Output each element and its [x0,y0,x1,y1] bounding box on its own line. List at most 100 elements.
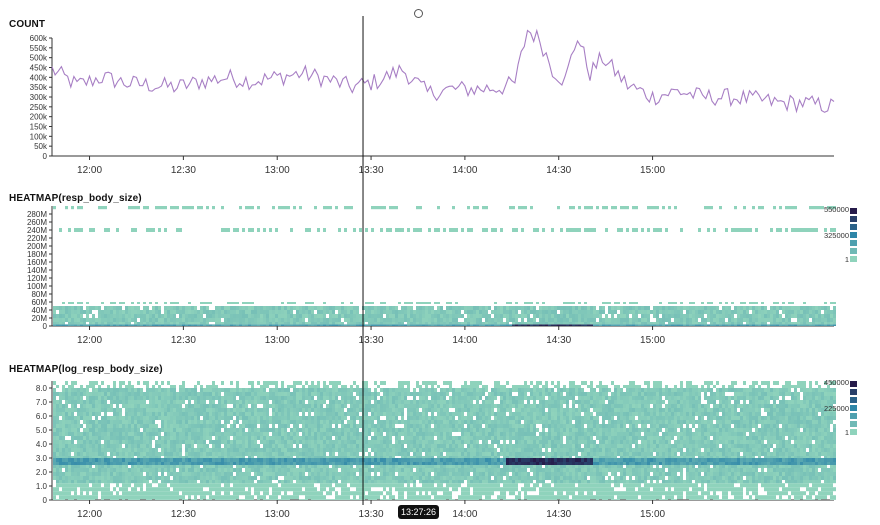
heatmap-cell [269,483,272,488]
heatmap-cell [188,206,191,210]
heatmap-cell [722,499,725,500]
heatmap-cell [599,487,602,492]
heatmap-cell [176,472,179,476]
heatmap-cell [86,392,89,396]
heatmap-cell [260,306,263,310]
heatmap-cell [491,324,494,326]
heatmap-cell [188,404,191,408]
heatmap-cell [785,487,788,492]
heatmap-cell [245,464,248,468]
heatmap-cell [311,324,314,326]
heatmap-cell [812,499,815,500]
heatmap-cell [668,310,671,314]
heatmap-cell [656,318,659,322]
heatmap-cell [62,444,65,448]
heatmap-cell [227,432,230,436]
heatmap-cell [104,436,107,440]
heatmap-cell [551,499,554,500]
heatmap-cell [143,306,146,310]
heatmap-cell [227,396,230,400]
heatmap-cell [59,468,62,472]
heatmap-cell [464,324,467,326]
heatmap-cell [827,314,830,318]
heatmap-cell [296,480,299,484]
heatmap-cell [803,310,806,314]
heatmap-cell [242,432,245,436]
heatmap-cell [269,416,272,420]
heatmap-cell [236,314,239,318]
heatmap-cell [164,480,167,484]
heatmap-cell [209,499,212,500]
heatmap-cell [335,491,338,496]
heatmap-cell [275,392,278,396]
heatmap-cell [251,464,254,468]
heatmap-cell [563,487,566,492]
heatmap-cell [422,487,425,492]
heatmap-cell [323,228,326,232]
heatmap-cell [86,495,89,500]
heatmap-cell [173,432,176,436]
heatmap-cell [578,318,581,322]
heatmap-cell [161,480,164,484]
heatmap-cell [227,480,230,484]
heatmap-cell [188,318,191,322]
heatmap-cell [173,392,176,396]
heatmap-cell [137,432,140,436]
heatmap-cell [761,322,764,325]
heatmap-cell [221,452,224,456]
heatmap-cell [167,392,170,396]
heatmap-cell [491,487,494,492]
heatmap-cell [236,318,239,322]
heatmap-cell [77,388,80,392]
heatmap-cell [56,472,59,476]
heatmap-cell [281,436,284,440]
heatmap-cell [674,306,677,310]
heatmap-cell [830,206,833,210]
heatmap-cell [176,428,179,432]
heatmap-cell [353,499,356,500]
heatmap-cell [146,468,149,472]
heatmap-cell [125,388,128,392]
heatmap-cell [209,302,212,304]
heatmap-cell [560,310,563,314]
heatmap-cell [140,452,143,456]
y-tick-label: 3.0 [36,454,48,463]
heatmap-cell [248,491,251,496]
heatmap-cell [152,408,155,412]
heatmap-cell [629,302,632,304]
heatmap-cell [242,440,245,444]
heatmap-cell [578,495,581,500]
heatmap-cell [815,228,818,232]
heatmap-cell [203,400,206,404]
heatmap-cell [173,322,176,325]
heatmap-cell [209,464,212,468]
heatmap-cell [644,314,647,318]
heatmap-cell [275,436,278,440]
heatmap-cell [185,206,188,210]
heatmap-cell [119,400,122,404]
heatmap-cell [653,310,656,314]
heatmap-cell [59,424,62,428]
heatmap-cell [395,483,398,488]
heatmap-cell [275,495,278,500]
heatmap-cell [305,416,308,420]
heatmap-cell [281,440,284,444]
heatmap-cell [689,483,692,488]
heatmap-cell [77,472,80,476]
heatmap-cell [656,228,659,232]
heatmap-cell [554,495,557,500]
heatmap-cell [278,324,281,326]
heatmap-cell [596,487,599,492]
heatmap-cell [365,314,368,318]
heatmap-cell [191,424,194,428]
heatmap-cell [797,324,800,326]
heatmap-cell [218,324,221,326]
heatmap-cell [137,436,140,440]
heatmap-cell [692,322,695,325]
heatmap-cell [248,432,251,436]
heatmap-cell [752,487,755,492]
heatmap-cell [578,487,581,492]
heatmap-cell [158,404,161,408]
heatmap-cell [104,420,107,424]
